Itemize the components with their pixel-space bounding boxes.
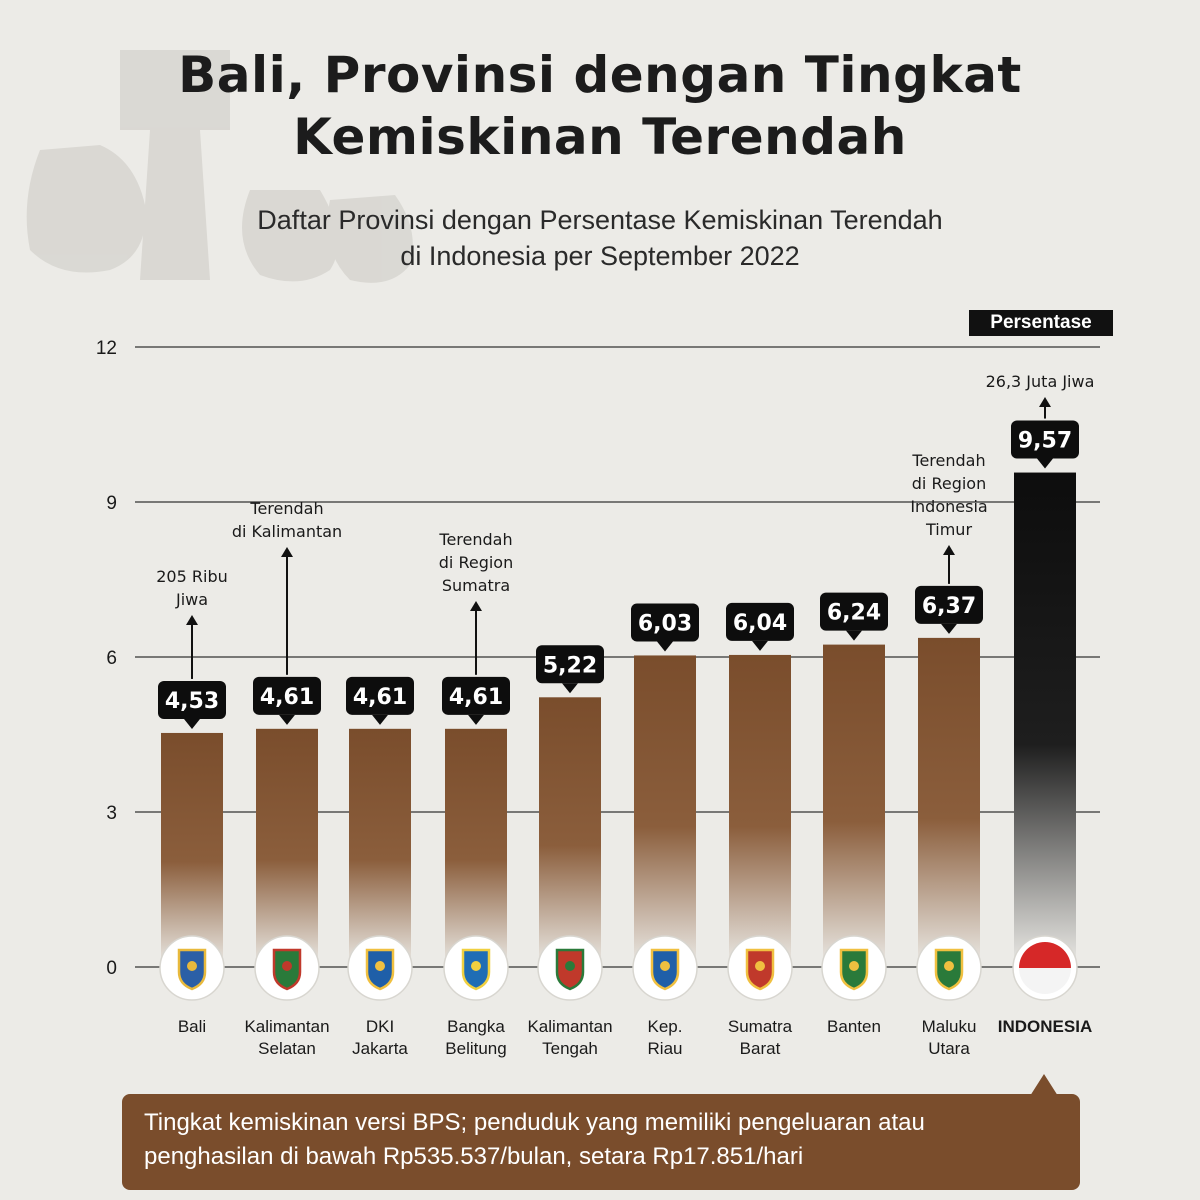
annotation: 205 Ribu Jiwa xyxy=(156,567,228,679)
annotation-text: Terendah xyxy=(438,530,512,549)
kalimantan-selatan-emblem-icon xyxy=(254,935,320,1001)
bar xyxy=(539,697,601,967)
value-label-bubble: 9,57 xyxy=(1011,420,1079,469)
value-label: 6,04 xyxy=(733,611,787,636)
x-tick-label: DKI xyxy=(366,1017,394,1036)
annotation-text: Terendah xyxy=(911,451,985,470)
footnote-pointer xyxy=(1030,1074,1058,1096)
subtitle-line-2: di Indonesia per September 2022 xyxy=(400,241,800,271)
annotation: Terendah di Region Sumatra xyxy=(438,530,513,675)
bali-emblem-icon xyxy=(159,935,225,1001)
value-label-bubble: 4,53 xyxy=(158,680,226,729)
y-tick-label: 9 xyxy=(106,493,117,514)
annotation-text: Terendah xyxy=(249,499,323,518)
annotation-text: di Kalimantan xyxy=(232,522,342,541)
x-tick-label: Bangka xyxy=(447,1017,505,1036)
bar xyxy=(256,728,318,967)
annotation-text: Sumatra xyxy=(442,576,510,595)
y-tick-label: 0 xyxy=(106,958,117,979)
x-tick-label: Barat xyxy=(740,1039,781,1058)
x-tick-label: INDONESIA xyxy=(998,1017,1092,1036)
x-tick-label: Utara xyxy=(928,1039,970,1058)
bar xyxy=(823,644,885,967)
x-tick-label: Selatan xyxy=(258,1039,316,1058)
bar xyxy=(349,728,411,967)
value-label: 4,61 xyxy=(353,685,407,710)
page-title: Bali, Provinsi dengan Tingkat Kemiskinan… xyxy=(0,44,1200,168)
title-line-1: Bali, Provinsi dengan Tingkat xyxy=(178,46,1022,104)
value-label-bubble: 6,03 xyxy=(631,603,699,652)
value-label-bubble: 6,04 xyxy=(726,602,794,651)
x-tick-label: Sumatra xyxy=(728,1017,793,1036)
bangka-belitung-emblem-icon xyxy=(443,935,509,1001)
value-label: 4,61 xyxy=(260,685,314,710)
annotation-text: di Region xyxy=(439,553,513,572)
value-label-bubble: 6,37 xyxy=(915,585,983,634)
annotation-text: 205 Ribu xyxy=(156,567,227,586)
kalimantan-tengah-emblem-icon xyxy=(537,935,603,1001)
y-tick-label: 6 xyxy=(106,648,117,669)
annotation: Terendah di Kalimantan xyxy=(232,499,342,675)
bar xyxy=(918,637,980,967)
value-label: 6,37 xyxy=(922,594,976,619)
indonesia-flag-icon xyxy=(1012,935,1078,1001)
banten-emblem-icon xyxy=(821,935,887,1001)
value-label-bubble: 6,24 xyxy=(820,592,888,641)
x-tick-label: Belitung xyxy=(445,1039,506,1058)
y-tick-label: 12 xyxy=(96,338,117,359)
value-label: 9,57 xyxy=(1018,429,1072,454)
y-tick-label: 3 xyxy=(106,803,117,824)
footnote: Tingkat kemiskinan versi BPS; penduduk y… xyxy=(122,1094,1080,1190)
subtitle-line-1: Daftar Provinsi dengan Persentase Kemisk… xyxy=(257,205,943,235)
bar xyxy=(161,732,223,967)
annotation-text: Timur xyxy=(925,520,972,539)
x-tick-label: Jakarta xyxy=(352,1039,408,1058)
annotation: Terendah di Region Indonesia Timur xyxy=(910,451,988,584)
value-label-bubble: 4,61 xyxy=(442,676,510,725)
bar xyxy=(634,655,696,967)
x-tick-label: Tengah xyxy=(542,1039,598,1058)
annotation-text: Indonesia xyxy=(910,497,987,516)
title-line-2: Kemiskinan Terendah xyxy=(293,108,907,166)
value-label-bubble: 4,61 xyxy=(253,676,321,725)
kep-riau-emblem-icon xyxy=(632,935,698,1001)
value-label: 5,22 xyxy=(543,653,597,678)
value-label: 4,61 xyxy=(449,685,503,710)
page-subtitle: Daftar Provinsi dengan Persentase Kemisk… xyxy=(0,202,1200,274)
value-label-bubble: 5,22 xyxy=(536,645,604,694)
x-tick-label: Kep. xyxy=(648,1017,683,1036)
bar xyxy=(1014,472,1076,967)
value-label: 6,03 xyxy=(638,611,692,636)
annotation-text: di Region xyxy=(912,474,986,493)
annotation-text: Jiwa xyxy=(175,590,208,609)
bar xyxy=(729,654,791,967)
value-label-bubble: 4,61 xyxy=(346,676,414,725)
x-tick-label: Banten xyxy=(827,1017,881,1036)
x-tick-label: Maluku xyxy=(922,1017,977,1036)
x-tick-label: Kalimantan xyxy=(244,1017,329,1036)
dki-jakarta-emblem-icon xyxy=(347,935,413,1001)
x-tick-label: Kalimantan xyxy=(527,1017,612,1036)
x-tick-label: Bali xyxy=(178,1017,206,1036)
value-label: 4,53 xyxy=(165,689,219,714)
annotation: 26,3 Juta Jiwa xyxy=(986,372,1095,419)
maluku-utara-emblem-icon xyxy=(916,935,982,1001)
bar xyxy=(445,728,507,967)
unit-label: Persentase xyxy=(969,310,1113,336)
sumatra-barat-emblem-icon xyxy=(727,935,793,1001)
value-label: 6,24 xyxy=(827,601,881,626)
x-tick-label: Riau xyxy=(648,1039,683,1058)
annotation-text: 26,3 Juta Jiwa xyxy=(986,372,1095,391)
